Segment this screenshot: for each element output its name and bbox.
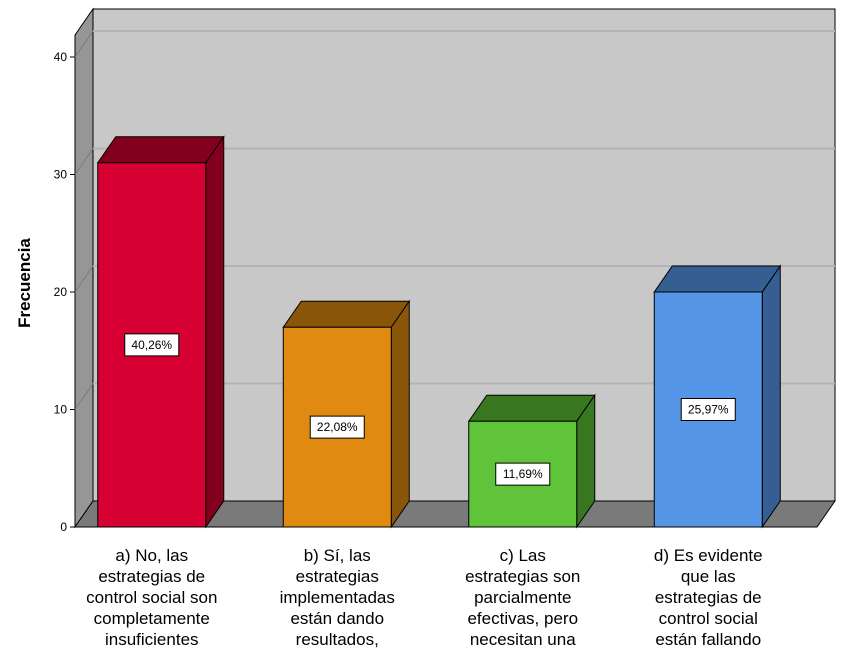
category-label-line: completamente [94,609,210,628]
bar-side [390,299,410,529]
data-label-box [495,462,551,486]
y-tick-label: 40 [54,50,68,64]
category-label-line: estrategias de [655,588,762,607]
category-label-line: necesitan una [470,630,576,649]
category-label-line: efectivas, pero [467,609,578,628]
x-axis-labels: a) No, las estrategias de control social s… [86,546,763,649]
category-label-line: a) No, las [115,546,188,565]
gridline-side [74,383,94,410]
category-label-line: control social son [86,588,217,607]
bar-1: 40,26% [96,135,225,529]
category-label-line: parcialmente [474,588,571,607]
category-label: b) Sí, las estrategias implementadas están … [280,546,395,649]
category-label-line: resultados, [296,630,379,649]
category-label-line: estrategias de [98,567,205,586]
category-label-line: insuficientes [105,630,199,649]
bar-2: 22,08% [282,299,411,529]
y-tick-label: 30 [54,168,68,182]
data-label-box [124,333,180,357]
category-label-line: estrategias son [465,567,580,586]
bar-top [96,136,225,164]
y-axis: 0 10 20 30 40 [54,50,75,534]
gridline-side [74,30,94,58]
data-label: 40,26% [131,338,172,352]
data-label: 25,97% [688,403,729,417]
gridline-side [74,148,94,175]
y-tick-label: 10 [54,403,68,417]
category-label-line: c) Las [500,546,546,565]
category-label: d) Es evidente que las estrategias de contr… [654,546,763,649]
bar-top [282,300,411,328]
category-label-line: están dando [290,609,384,628]
data-label: 11,69% [503,467,543,481]
bar-side [761,264,781,529]
category-label-line: b) Sí, las [304,546,371,565]
bars: 40,26% 22,08% 11,69% 25,97% [96,135,782,529]
category-label-line: implementadas [280,588,395,607]
category-label-line: están fallando [655,630,761,649]
category-label-line: d) Es evidente [654,546,763,565]
bar-3: 11,69% [467,393,596,529]
data-label-box [309,415,365,439]
y-tick-label: 20 [54,285,68,299]
gridline-side [74,265,94,293]
plot-side-wall [74,7,94,529]
category-label-line: control social [659,609,758,628]
y-axis-label: Frecuencia [15,238,34,328]
bar-side [205,135,225,529]
category-label-line: que las [681,567,736,586]
data-label: 22,08% [317,420,358,434]
category-label-line: estrategias [296,567,379,586]
y-tick-label: 0 [60,520,67,534]
bar-4: 25,97% [653,264,782,529]
data-label-box [680,398,736,421]
bar-top [467,394,596,422]
bar-top [653,265,782,293]
category-label: a) No, las estrategias de control social s… [86,546,217,649]
category-label: c) Las estrategias son parcialmente efectiv… [465,546,580,649]
